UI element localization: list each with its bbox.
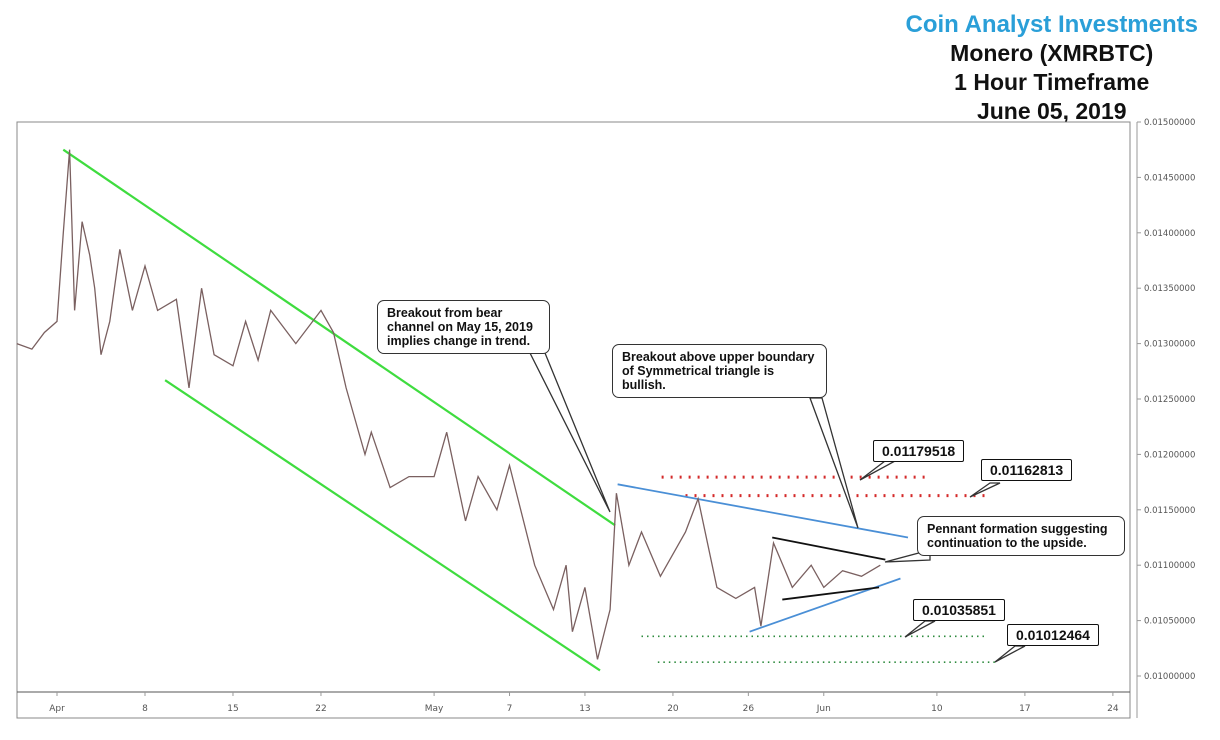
triangle-upper-line	[617, 483, 909, 539]
bear-channel-lower-line	[164, 379, 601, 672]
annotation-triangle-breakout: Breakout above upper boundary of Symmetr…	[612, 344, 827, 398]
price-series	[16, 149, 881, 660]
y-tick-label: 0.01000000	[1144, 672, 1195, 682]
pennant-upper-line	[772, 536, 886, 561]
callout-pointer	[859, 460, 896, 481]
x-tick-label: Jun	[816, 704, 831, 714]
pennant-lower-line	[782, 586, 880, 601]
bear-channel-upper-line	[62, 148, 616, 527]
x-tick-label: 24	[1107, 704, 1119, 714]
callout-pointer	[969, 482, 1001, 498]
y-tick-label: 0.01150000	[1144, 506, 1195, 516]
level-label-3: 0.01035851	[913, 599, 1005, 621]
x-tick-label: 15	[227, 704, 238, 714]
y-tick-label: 0.01350000	[1144, 284, 1195, 294]
x-tick-label: 8	[142, 704, 148, 714]
y-tick-label: 0.01100000	[1144, 561, 1195, 571]
chart-header: Coin Analyst Investments Monero (XMRBTC)…	[905, 10, 1198, 126]
annotation-pennant: Pennant formation suggesting continuatio…	[917, 516, 1125, 556]
y-tick-label: 0.01450000	[1144, 173, 1195, 183]
annotation-bear-breakout: Breakout from bear channel on May 15, 20…	[377, 300, 550, 354]
x-tick-label: 22	[315, 704, 326, 714]
timeframe-title: 1 Hour Timeframe	[954, 69, 1150, 95]
y-tick-label: 0.01050000	[1144, 617, 1195, 627]
plot-frame	[16, 121, 1131, 719]
callout-pointer	[994, 645, 1026, 663]
x-tick-label: 26	[743, 704, 755, 714]
y-tick-label: 0.01500000	[1144, 118, 1195, 128]
level-label-1: 0.01179518	[873, 440, 965, 462]
callout-pointer	[528, 352, 611, 513]
callout-pointer	[904, 620, 936, 638]
y-tick-label: 0.01400000	[1144, 229, 1195, 239]
brand-title: Coin Analyst Investments	[905, 11, 1198, 38]
date-title: June 05, 2019	[976, 98, 1127, 124]
x-tick-label: 13	[579, 704, 590, 714]
x-tick-label: 20	[667, 704, 679, 714]
y-tick-label: 0.01250000	[1144, 395, 1195, 405]
level-label-4: 0.01012464	[1007, 624, 1099, 646]
x-tick-label: May	[425, 704, 444, 714]
y-tick-label: 0.01300000	[1144, 340, 1195, 350]
x-tick-label: 7	[507, 704, 513, 714]
level-label-2: 0.01162813	[981, 459, 1073, 481]
x-tick-label: 10	[931, 704, 943, 714]
x-tick-label: Apr	[49, 704, 65, 714]
x-tick-label: 17	[1019, 704, 1030, 714]
pair-title: Monero (XMRBTC)	[950, 40, 1154, 66]
callout-pointer	[809, 397, 859, 529]
y-tick-label: 0.01200000	[1144, 450, 1195, 460]
